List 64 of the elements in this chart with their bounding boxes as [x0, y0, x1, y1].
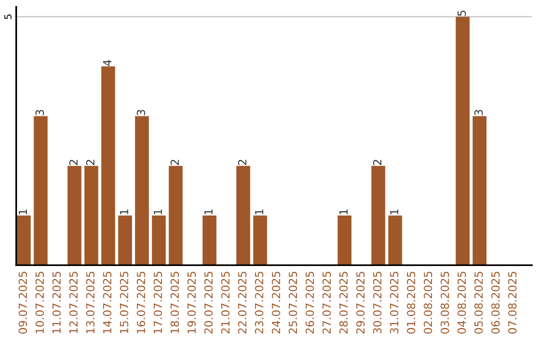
x-tick-label: 15.07.2025	[120, 272, 128, 334]
data-label: 3	[35, 110, 44, 116]
data-label: 3	[136, 110, 146, 116]
x-tick-label: 23.07.2025	[254, 272, 264, 334]
x-tick-label: 03.08.2025	[440, 272, 450, 334]
x-tick-label: 16.07.2025	[136, 272, 146, 334]
x-tick-label: 29.07.2025	[356, 272, 365, 334]
data-label: 2	[373, 160, 382, 165]
x-tick-label: 02.08.2025	[424, 272, 432, 334]
x-tick-label: 26.07.2025	[306, 272, 314, 334]
data-label: 1	[255, 209, 264, 214]
bar	[84, 166, 98, 266]
bar	[118, 216, 132, 266]
x-tick-label: 12.07.2025	[69, 272, 78, 334]
x-tick-label: 09.07.2025	[18, 272, 28, 334]
bar	[152, 216, 166, 266]
data-label: 2	[86, 160, 94, 165]
x-tick-label: 05.08.2025	[474, 272, 483, 334]
x-tick-label: 18.07.2025	[170, 272, 179, 334]
bar	[34, 116, 48, 266]
bar	[253, 216, 268, 266]
x-tick-label: 20.07.2025	[204, 272, 213, 334]
data-label: 1	[339, 209, 348, 214]
data-label: 1	[18, 209, 27, 214]
x-tick-label: 07.08.2025	[508, 272, 517, 334]
data-label: 1	[120, 209, 128, 214]
data-label: 2	[170, 160, 179, 165]
x-tick-label: 22.07.2025	[238, 272, 246, 334]
x-tick-label: 01.08.2025	[406, 272, 416, 334]
data-label: 5	[458, 10, 466, 16]
data-label: 1	[154, 209, 162, 214]
bar	[236, 166, 250, 266]
data-label: 3	[474, 110, 483, 116]
x-tick-label: 28.07.2025	[339, 272, 348, 334]
data-label: 1	[390, 209, 398, 214]
bar	[135, 116, 149, 266]
bar	[202, 216, 216, 266]
bar	[338, 216, 352, 266]
x-tick-label: 04.08.2025	[458, 272, 466, 334]
x-tick-label: 11.07.2025	[52, 272, 61, 334]
bar	[168, 166, 183, 266]
x-tick-label: 27.07.2025	[322, 272, 331, 334]
bar	[456, 16, 470, 266]
x-tick-label: 30.07.2025	[373, 272, 382, 334]
data-label: 1	[204, 209, 213, 214]
bar	[101, 66, 116, 266]
bar	[388, 216, 402, 266]
data-label: 2	[69, 160, 78, 165]
x-tick-label: 17.07.2025	[154, 272, 162, 334]
bar	[472, 116, 486, 266]
data-label: 2	[238, 160, 246, 165]
bar	[371, 166, 386, 266]
x-tick-label: 19.07.2025	[187, 272, 196, 334]
x-tick-label: 31.07.2025	[390, 272, 398, 334]
x-tick-label: 21.07.2025	[221, 272, 230, 334]
x-tick-label: 13.07.2025	[86, 272, 95, 334]
x-tick-label: 24.07.2025	[272, 272, 280, 334]
data-label: 4	[103, 60, 112, 66]
x-tick-label: 25.07.2025	[288, 272, 298, 334]
bar	[16, 216, 31, 266]
x-tick-label: 06.08.2025	[491, 272, 500, 334]
x-tick-label: 14.07.2025	[103, 272, 112, 334]
bar	[68, 166, 82, 266]
x-tick-label: 10.07.2025	[35, 272, 44, 334]
